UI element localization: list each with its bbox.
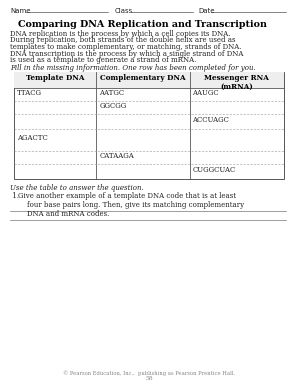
Text: Class: Class	[115, 8, 133, 14]
Text: Name: Name	[10, 8, 30, 14]
Text: Messenger RNA
(mRNA): Messenger RNA (mRNA)	[204, 73, 269, 91]
Bar	[14, 72, 284, 179]
Text: CUGGCUAC: CUGGCUAC	[193, 166, 236, 174]
Text: Use the table to answer the question.: Use the table to answer the question.	[10, 184, 144, 192]
Text: Give another example of a template DNA code that is at least
    four base pairs: Give another example of a template DNA c…	[18, 191, 244, 218]
Text: Fill in the missing information. One row has been completed for you.: Fill in the missing information. One row…	[10, 64, 256, 71]
Text: AAUGC: AAUGC	[193, 89, 219, 97]
Text: 1.: 1.	[10, 191, 19, 200]
Text: ACCUAGC: ACCUAGC	[193, 116, 229, 124]
Text: During replication, both strands of the double helix are used as: During replication, both strands of the …	[10, 37, 235, 44]
Text: Complementary DNA: Complementary DNA	[100, 73, 186, 81]
Text: DNA replication is the process by which a cell copies its DNA.: DNA replication is the process by which …	[10, 30, 230, 38]
Text: Date: Date	[198, 8, 215, 14]
Text: AGACTC: AGACTC	[17, 134, 48, 142]
Text: CATAAGA: CATAAGA	[99, 152, 134, 160]
Text: DNA transcription is the process by which a single strand of DNA: DNA transcription is the process by whic…	[10, 49, 243, 58]
Text: templates to make complementary, or matching, strands of DNA.: templates to make complementary, or matc…	[10, 43, 241, 51]
Text: AATGC: AATGC	[99, 89, 125, 97]
Text: GGCGG: GGCGG	[99, 102, 127, 110]
Text: Comparing DNA Replication and Transcription: Comparing DNA Replication and Transcript…	[18, 20, 267, 29]
Text: 58: 58	[145, 376, 153, 381]
Text: TTACG: TTACG	[17, 89, 42, 97]
Text: © Pearson Education, Inc.,  publishing as Pearson Prentice Hall.: © Pearson Education, Inc., publishing as…	[63, 370, 235, 376]
Text: is used as a template to generate a strand of mRNA.: is used as a template to generate a stra…	[10, 56, 196, 64]
Text: Template DNA: Template DNA	[26, 73, 84, 81]
Bar	[14, 72, 284, 88]
